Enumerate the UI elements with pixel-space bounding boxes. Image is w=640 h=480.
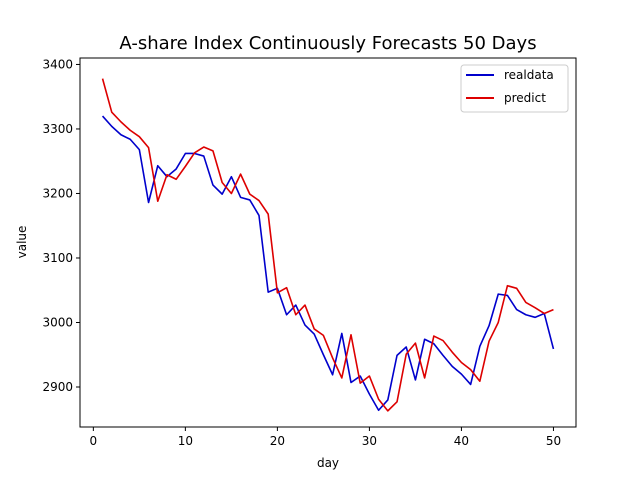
legend-box [460,64,569,113]
chart-title: A-share Index Continuously Forecasts 50 … [119,33,536,54]
x-tick-label: 10 [178,434,193,448]
y-tick-label: 3000 [42,315,73,329]
y-tick-label: 3400 [42,57,73,71]
x-tick-label: 30 [362,434,377,448]
y-tick-label: 3200 [42,186,73,200]
x-axis: 0 10 20 30 40 50 [90,427,561,448]
legend: realdata predict [460,64,569,113]
series-line-predict [101,78,554,412]
series-line-realdata [101,115,555,412]
y-axis-label: value [15,226,29,259]
y-tick-label: 3100 [42,251,73,265]
x-tick-label: 0 [90,434,98,448]
axes-frame [79,57,577,428]
x-tick-label: 20 [270,434,285,448]
plot-area [101,78,555,412]
x-tick-label: 50 [546,434,561,448]
x-axis-label: day [317,456,339,470]
legend-label-predict: predict [504,91,546,105]
legend-label-realdata: realdata [504,68,554,82]
y-tick-label: 3300 [42,122,73,136]
y-axis: 2900 3000 3100 3200 3300 3400 [42,57,80,394]
x-tick-label: 40 [454,434,469,448]
y-tick-label: 2900 [42,380,73,394]
